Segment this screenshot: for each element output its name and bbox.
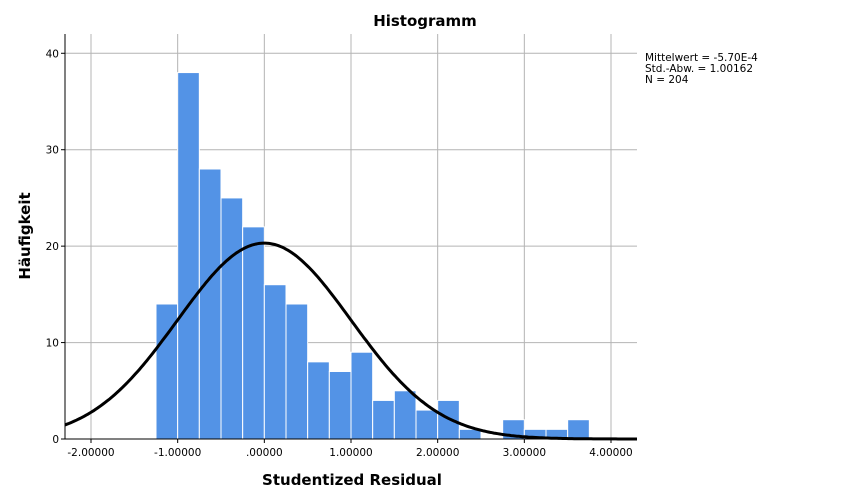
histogram-bar xyxy=(393,390,417,440)
histogram-bar xyxy=(242,226,265,440)
x-tick-label: .00000 xyxy=(246,447,283,459)
axes xyxy=(61,34,637,443)
x-tick-label: 1.00000 xyxy=(329,447,372,459)
x-tick-label: -1.00000 xyxy=(154,447,201,459)
histogram-bar xyxy=(567,419,590,440)
histogram-bar xyxy=(350,351,374,440)
normal-curve-layer xyxy=(64,241,637,441)
x-tick-label: 4.00000 xyxy=(589,447,632,459)
histogram-bar xyxy=(307,361,330,440)
histogram-bar xyxy=(285,303,309,440)
x-axis-label: Studentized Residual xyxy=(262,471,442,489)
y-tick-label: 0 xyxy=(52,434,59,446)
y-tick-label: 30 xyxy=(46,145,59,157)
sd-text: Std.-Abw. = 1.00162 xyxy=(645,63,754,75)
histogram-bar xyxy=(177,72,200,440)
y-tick-label: 20 xyxy=(46,241,59,253)
histogram-bar xyxy=(328,371,352,440)
y-tick-label: 10 xyxy=(46,338,59,350)
histogram-bar xyxy=(220,197,244,440)
histogram-bar xyxy=(372,399,395,440)
x-tick-label: 3.00000 xyxy=(503,447,546,459)
y-axis-label: Häufigkeit xyxy=(16,192,34,279)
statistics-box: Mittelwert = -5.70E-4 Std.-Abw. = 1.0016… xyxy=(645,53,758,86)
histogram-bar xyxy=(415,409,439,440)
mean-text: Mittelwert = -5.70E-4 xyxy=(645,52,758,64)
histogram-bar xyxy=(198,168,222,440)
n-text: N = 204 xyxy=(645,74,689,86)
tick-labels: 0 10 20 30 40 -2.00000 -1.00000 .00000 1.00000 2.… xyxy=(46,48,633,459)
x-tick-label: -2.00000 xyxy=(67,447,114,459)
x-tick-label: 2.00000 xyxy=(416,447,459,459)
histogram-bar xyxy=(263,284,287,440)
chart-title: Histogramm xyxy=(373,12,477,30)
normal-curve xyxy=(64,241,637,441)
y-tick-label: 40 xyxy=(46,48,59,60)
